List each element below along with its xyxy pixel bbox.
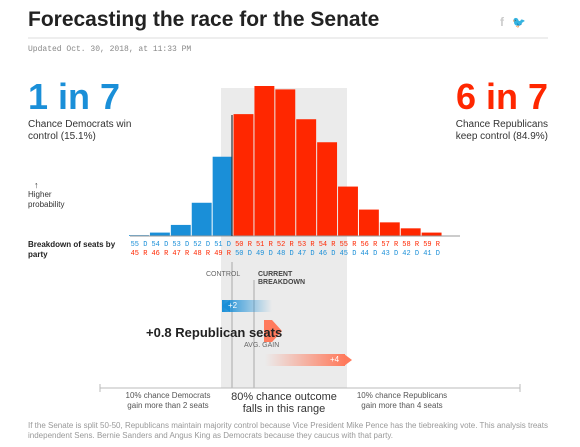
bar (254, 86, 275, 236)
bar (317, 142, 338, 236)
bar (170, 224, 191, 236)
x-tick-sublabel: 47 R (172, 250, 190, 258)
x-tick-sublabel: 48 D (277, 250, 294, 258)
bar (379, 222, 400, 236)
rep-gain-bar (265, 354, 345, 366)
avg-arrow (264, 320, 282, 342)
x-tick-sublabel: 47 D (298, 250, 315, 258)
avg-gain-label: AVG. GAIN (244, 342, 280, 349)
center-range: 80% chance outcome falls in this range (231, 391, 337, 415)
title: Forecasting the race for the Senate (28, 8, 380, 31)
left-headline: 1 in 7 (28, 76, 121, 117)
current-label: CURRENT BREAKDOWN (258, 271, 306, 286)
x-tick-label: 59 R (423, 241, 441, 249)
bars: 55 D45 R54 D46 R53 D47 R52 D48 R51 D49 R… (129, 86, 460, 258)
x-tick-sublabel: 44 D (360, 250, 377, 258)
bar (275, 89, 296, 236)
subtitle: Updated Oct. 30, 2018, at 11:33 PM (28, 45, 192, 54)
left-text: Chance Democrats win control (15.1%) (28, 119, 132, 142)
x-tick-sublabel: 46 R (151, 250, 169, 258)
x-tick-sublabel: 50 D (235, 250, 252, 258)
bar (149, 232, 170, 236)
x-tick-sublabel: 45 D (340, 250, 357, 258)
dem-arrow (222, 300, 230, 312)
control-label: CONTROL (206, 271, 241, 278)
dem-gain-label: +2 (228, 301, 238, 310)
x-label: Breakdown of seats by party (28, 240, 116, 259)
x-tick-label: 52 D (193, 241, 210, 249)
right-headline: 6 in 7 (455, 76, 548, 117)
x-tick-sublabel: 46 D (319, 250, 336, 258)
bar (421, 232, 442, 236)
x-tick-label: 52 R (277, 241, 295, 249)
x-tick-label: 54 D (151, 241, 168, 249)
twitter-icon[interactable]: 🐦 (512, 17, 526, 29)
x-tick-label: 55 D (131, 241, 148, 249)
bar (400, 228, 421, 236)
x-tick-sublabel: 45 R (131, 250, 149, 258)
x-tick-sublabel: 48 R (193, 250, 211, 258)
bar (191, 202, 212, 236)
x-tick-sublabel: 43 D (381, 250, 398, 258)
rep-gain-label: +4 (330, 355, 340, 364)
x-tick-label: 51 D (214, 241, 231, 249)
right-text: Chance Republicans keep control (84.9%) (455, 119, 548, 142)
bar (338, 186, 358, 236)
right-range: 10% chance Republicans gain more than 4 … (356, 391, 448, 410)
x-tick-label: 51 R (256, 241, 274, 249)
x-tick-label: 54 R (319, 241, 337, 249)
rep-arrow (344, 354, 352, 366)
x-tick-sublabel: 42 D (402, 250, 419, 258)
x-tick-sublabel: 49 D (256, 250, 273, 258)
dem-gain-bar (222, 300, 272, 312)
x-tick-sublabel: 41 D (423, 250, 440, 258)
x-tick-label: 53 R (298, 241, 316, 249)
y-label: Higher probability (28, 190, 65, 209)
facebook-icon[interactable]: f (500, 15, 505, 29)
bar (233, 114, 254, 236)
up-arrow: ↑ (34, 180, 39, 190)
x-tick-label: 55 R (340, 241, 358, 249)
x-tick-label: 56 R (360, 241, 378, 249)
footnote: If the Senate is split 50-50, Republican… (28, 421, 548, 440)
bar (212, 156, 233, 236)
x-tick-label: 58 R (402, 241, 420, 249)
x-tick-label: 57 R (381, 241, 399, 249)
x-tick-label: 50 R (235, 241, 253, 249)
left-range: 10% chance Democrats gain more than 2 se… (125, 391, 211, 410)
x-tick-label: 53 D (172, 241, 189, 249)
bar (358, 209, 379, 236)
bar (296, 119, 317, 236)
avg-gain: +0.8 Republican seats (146, 325, 283, 340)
x-tick-sublabel: 49 R (214, 250, 232, 258)
